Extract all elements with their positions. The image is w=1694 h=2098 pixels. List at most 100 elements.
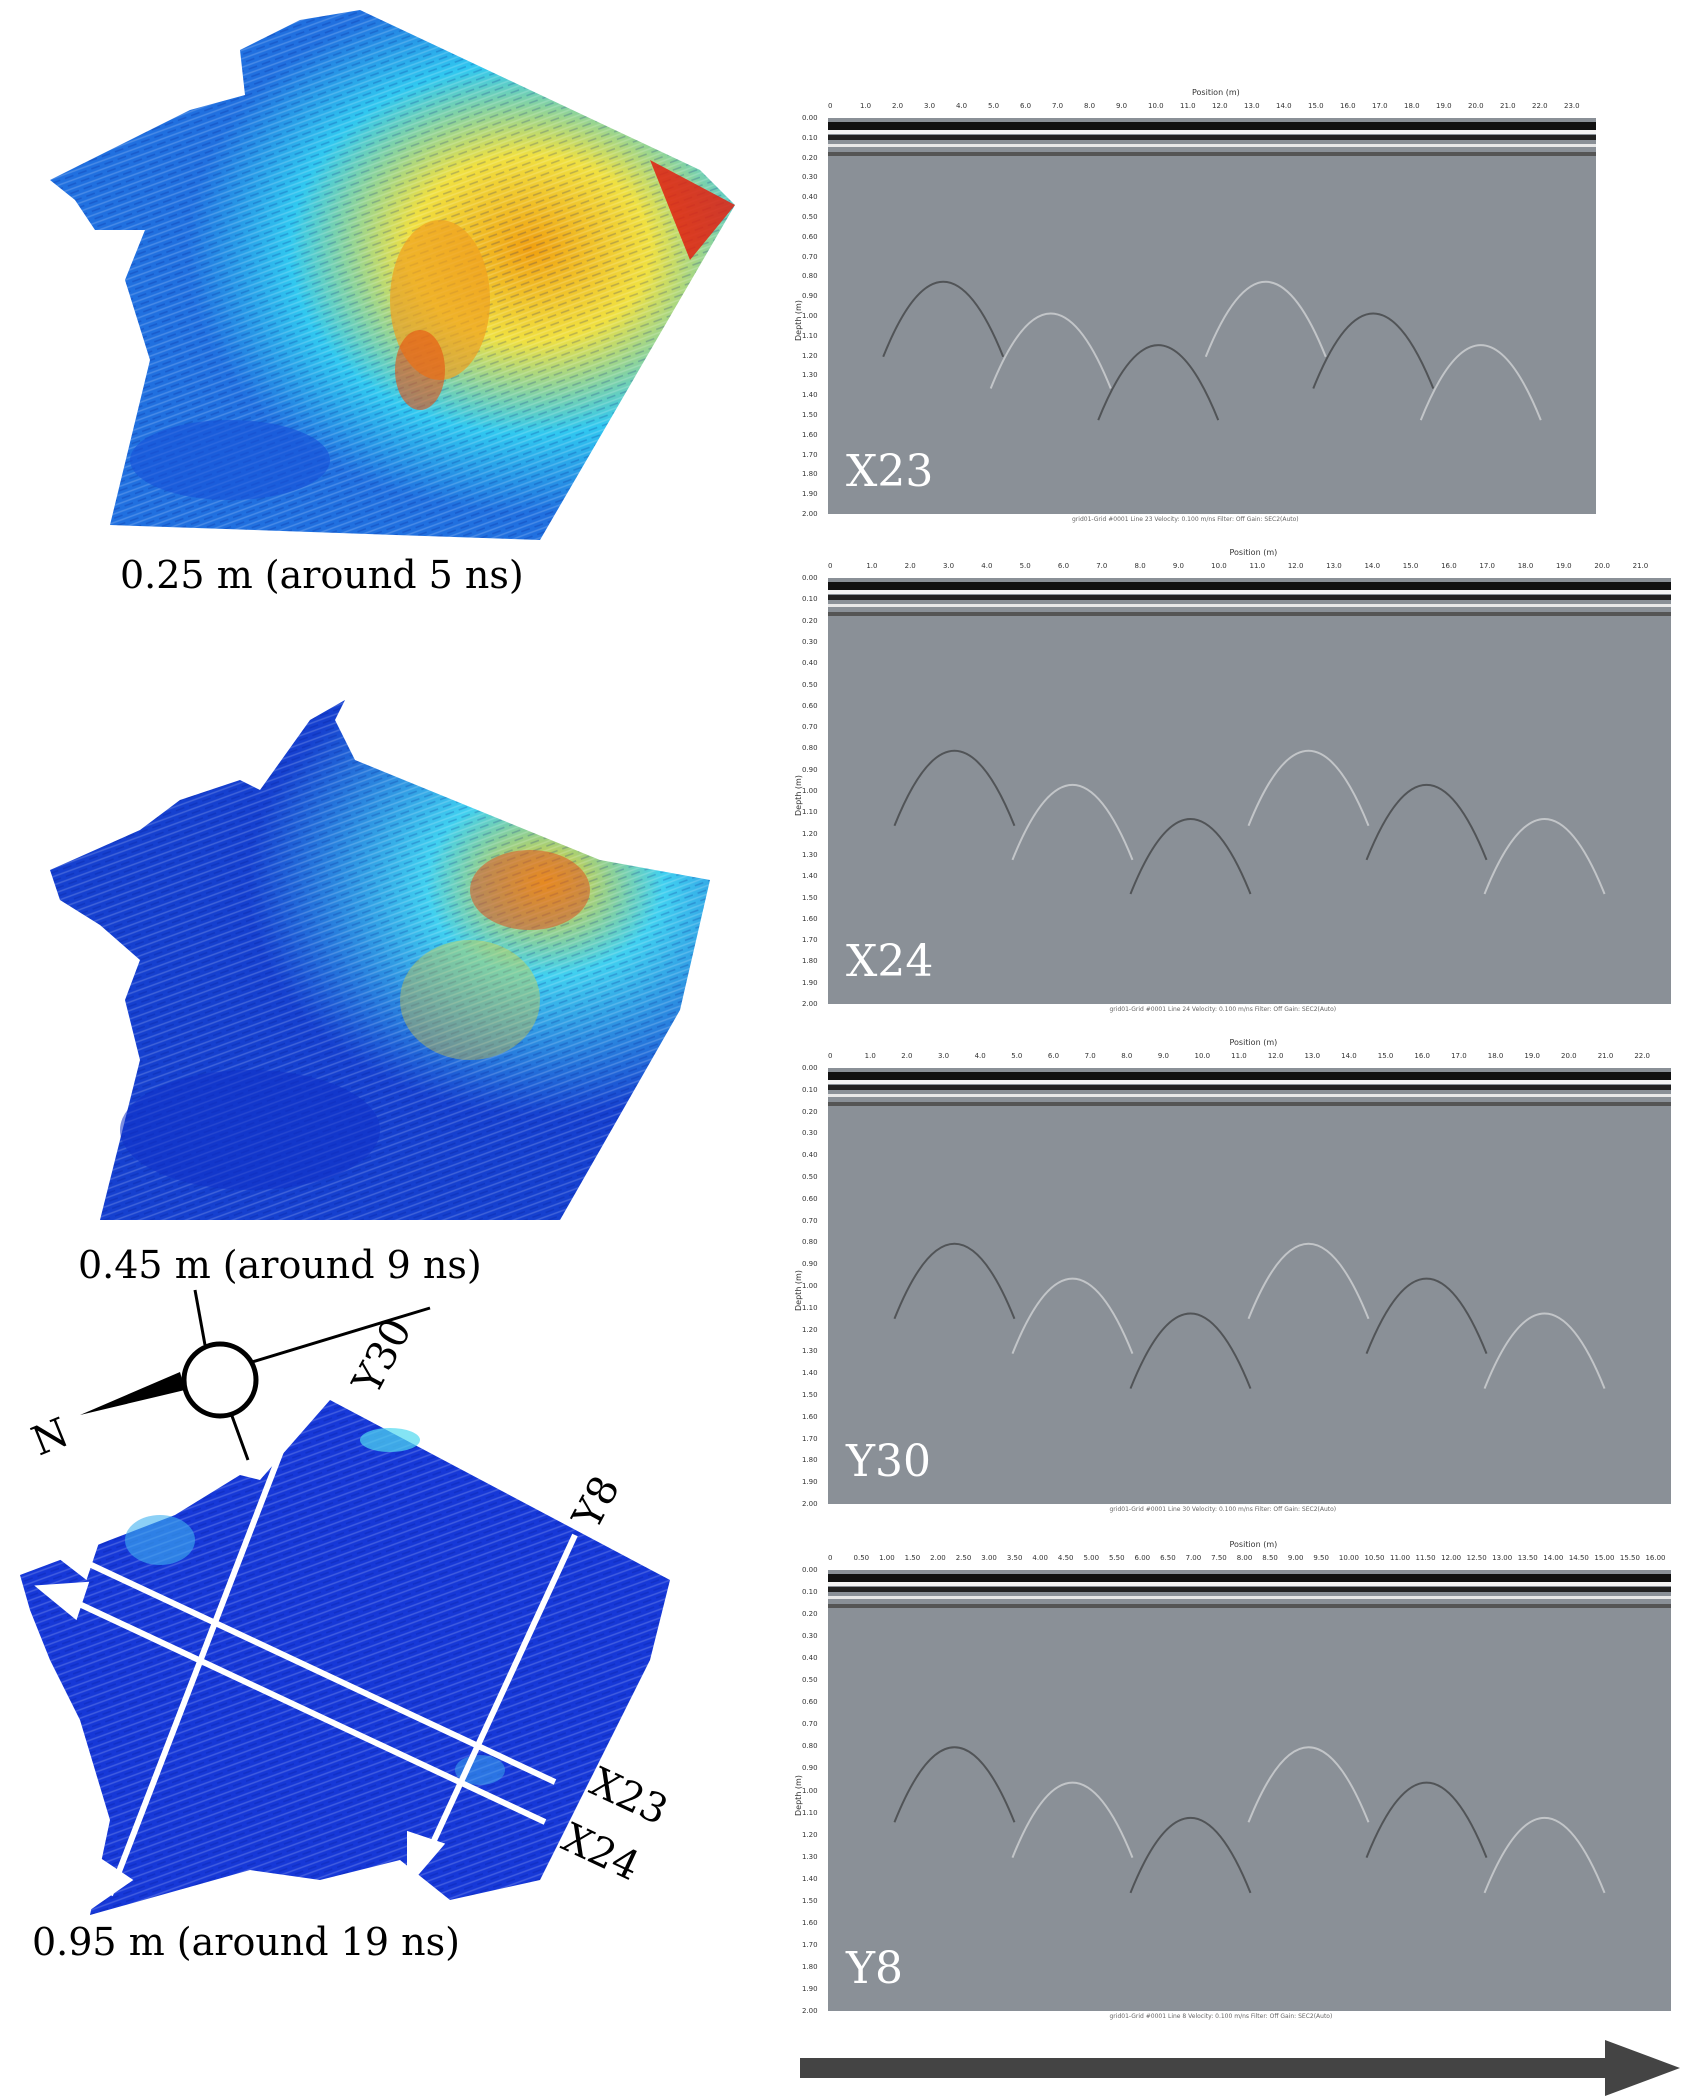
- x-tick-label: 21.0: [1597, 1052, 1614, 1060]
- x-tick-label: 16.0: [1441, 562, 1457, 570]
- y-axis-title: Depth (m): [793, 1774, 803, 1816]
- depth-tick-label: 1.20: [802, 829, 818, 838]
- depth-slices: 0.25 m (around 5 ns) 0.45 m (around 9 ns…: [20, 10, 735, 1964]
- radargram-label: Y30: [845, 1436, 931, 1487]
- depth-tick-label: 0.40: [802, 1151, 818, 1160]
- radargram-x24: Position (m) 0 1.0 2.0 3.0 4.0 5.0 6.0 7.0 8.0 9.0…: [790, 548, 1675, 1018]
- depth-tick-label: 2.00: [802, 1000, 818, 1008]
- x-tick-label: 11.0: [1180, 102, 1196, 110]
- x-tick-label: 2.0: [892, 102, 904, 110]
- x-tick-label: 19.0: [1436, 102, 1452, 110]
- x-tick-label: 8.0: [1121, 1052, 1133, 1060]
- profile-label-x23: X23: [583, 1759, 674, 1834]
- x-tick-label: 5.0: [988, 102, 1000, 110]
- x-tick-label: 14.00: [1543, 1554, 1564, 1562]
- x-tick-label: 12.00: [1441, 1554, 1462, 1562]
- x-tick-label: 15.0: [1377, 1052, 1394, 1060]
- depth-tick-label: 0.90: [802, 765, 818, 774]
- depth-tick-label: 0.20: [802, 1610, 818, 1619]
- depth-tick-label: 1.60: [802, 1412, 818, 1421]
- x-tick-label: 2.0: [904, 562, 916, 570]
- depth-slice-095: [20, 1400, 670, 1915]
- depth-tick-label: 1.80: [802, 1962, 818, 1971]
- x-tick-label: 9.0: [1172, 562, 1184, 570]
- x-tick-label: 10.0: [1211, 562, 1227, 570]
- depth-tick-label: 1.90: [802, 490, 818, 499]
- x-tick-label: 20.0: [1594, 562, 1610, 570]
- radargram-image: X24: [828, 578, 1671, 1004]
- x-tick-label: 3.0: [937, 1052, 950, 1060]
- depth-tick-label: 1.90: [802, 978, 818, 987]
- depth-tick-label: 1.80: [802, 470, 818, 479]
- x-tick-label: 14.50: [1568, 1554, 1589, 1562]
- x-tick-label: 0: [828, 1554, 833, 1562]
- x-tick-label: 4.0: [981, 562, 993, 570]
- depth-tick-label: 0.60: [802, 232, 818, 241]
- depth-tick-label: 0.00: [802, 574, 818, 582]
- x-tick-label: 1.0: [860, 102, 872, 110]
- x-axis-title: Position (m): [1229, 1540, 1278, 1549]
- depth-tick-label: 1.30: [802, 371, 818, 380]
- radargram-image: Y30: [828, 1068, 1671, 1504]
- depth-tick-label: 0.50: [802, 1173, 818, 1181]
- depth-tick-label: 0.70: [802, 252, 818, 261]
- depth-tick-label: 1.10: [802, 1303, 818, 1312]
- depth-tick-label: 1.50: [802, 1391, 818, 1399]
- x-tick-label: 15.00: [1594, 1554, 1615, 1562]
- x-tick-label: 13.00: [1492, 1554, 1513, 1562]
- x-tick-label: 18.0: [1517, 562, 1534, 570]
- x-tick-label: 13.0: [1326, 562, 1342, 570]
- compass-rose: [80, 1289, 431, 1461]
- x-tick-label: 20.0: [1561, 1052, 1577, 1060]
- x-tick-label: 5.0: [1011, 1052, 1023, 1060]
- x-tick-label: 21.0: [1500, 102, 1516, 110]
- depth-tick-label: 1.40: [802, 1874, 818, 1883]
- x-tick-label: 19.0: [1556, 562, 1572, 570]
- radargram-label: Y8: [845, 1943, 903, 1994]
- x-tick-label: 8.00: [1236, 1554, 1253, 1562]
- depth-tick-label: 1.00: [802, 787, 818, 795]
- depth-tick-label: 1.60: [802, 914, 818, 923]
- x-tick-label: 7.0: [1096, 562, 1108, 570]
- depth-tick-label: 0.10: [802, 1588, 818, 1597]
- x-tick-label: 16.0: [1414, 1052, 1431, 1060]
- depth-tick-label: 1.80: [802, 1456, 818, 1465]
- x-tick-label: 3.00: [981, 1554, 997, 1562]
- depth-tick-label: 1.40: [802, 872, 818, 881]
- radargram-footer: grid01-Grid #0001 Line 8 Velocity: 0.100…: [1109, 2013, 1333, 2020]
- depth-tick-label: 1.60: [802, 430, 818, 439]
- x-tick-label: 17.0: [1372, 102, 1388, 110]
- depth-tick-label: 2.00: [802, 510, 818, 518]
- depth-tick-label: 0.10: [802, 595, 818, 604]
- depth-tick-label: 0.30: [802, 637, 818, 646]
- x-tick-label: 3.0: [924, 102, 936, 110]
- depth-tick-label: 1.20: [802, 1325, 818, 1334]
- x-tick-label: 8.50: [1262, 1554, 1278, 1562]
- x-tick-label: 10.00: [1338, 1554, 1359, 1562]
- north-label: N: [25, 1410, 75, 1466]
- x-tick-label: 7.0: [1052, 102, 1064, 110]
- x-tick-label: 7.00: [1185, 1554, 1202, 1562]
- depth-tick-label: 1.40: [802, 391, 818, 400]
- x-tick-label: 5.0: [1019, 562, 1031, 570]
- depth-tick-label: 0.20: [802, 616, 818, 625]
- depth-tick-label: 1.90: [802, 1984, 818, 1993]
- x-tick-label: 4.0: [974, 1052, 986, 1060]
- x-tick-label: 9.0: [1157, 1052, 1169, 1060]
- depth-tick-label: 1.00: [802, 1282, 818, 1290]
- radargram-footer: grid01-Grid #0001 Line 30 Velocity: 0.10…: [1109, 1506, 1337, 1513]
- x-tick-label: 1.0: [864, 1052, 876, 1060]
- depth-tick-label: 0.60: [802, 701, 818, 710]
- depth-tick-label: 0.80: [802, 744, 818, 753]
- x-tick-label: 23.0: [1564, 102, 1580, 110]
- x-tick-label: 15.0: [1308, 102, 1324, 110]
- depth-tick-label: 0.50: [802, 213, 818, 221]
- depth-tick-label: 0.50: [802, 680, 818, 689]
- x-tick-label: 8.0: [1134, 562, 1146, 570]
- x-tick-label: 9.50: [1313, 1554, 1329, 1562]
- x-tick-label: 22.0: [1532, 102, 1548, 110]
- x-tick-label: 2.50: [955, 1554, 972, 1562]
- depth-tick-label: 0.00: [802, 114, 818, 122]
- x-tick-label: 12.0: [1267, 1052, 1284, 1060]
- slice-caption-2: 0.45 m (around 9 ns): [78, 1243, 482, 1287]
